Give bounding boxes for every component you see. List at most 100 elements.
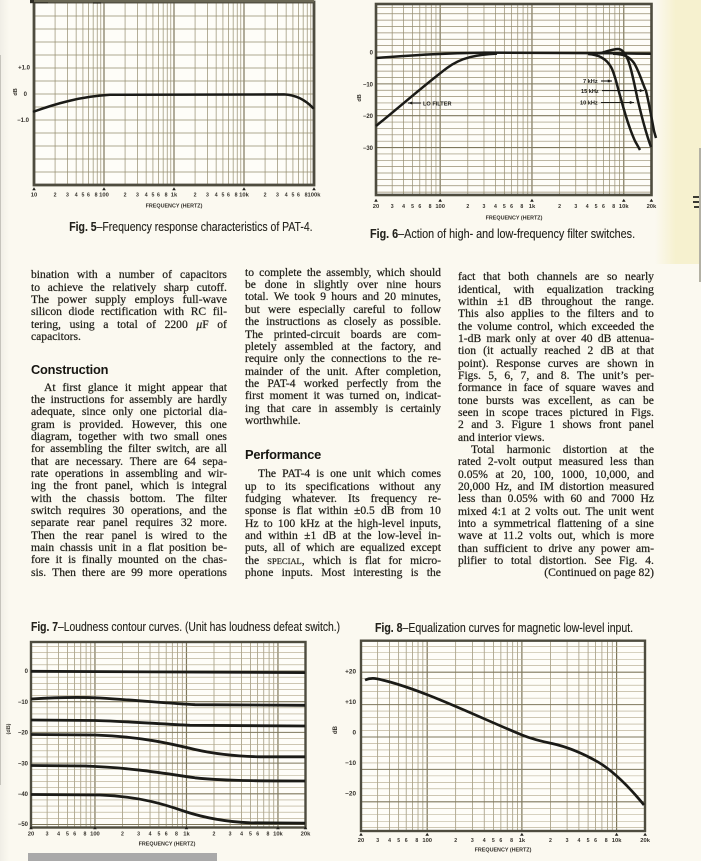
svg-text:2: 2 bbox=[466, 204, 469, 210]
svg-text:8: 8 bbox=[612, 204, 615, 210]
svg-text:−30: −30 bbox=[363, 146, 374, 152]
svg-text:−30: −30 bbox=[18, 761, 29, 767]
svg-text:5: 5 bbox=[411, 204, 414, 210]
svg-text:6: 6 bbox=[73, 832, 76, 838]
svg-text:5: 5 bbox=[249, 832, 252, 838]
svg-text:1k: 1k bbox=[529, 204, 536, 210]
svg-text:3: 3 bbox=[566, 838, 569, 844]
svg-text:5: 5 bbox=[397, 838, 400, 844]
svg-text:4: 4 bbox=[145, 193, 148, 199]
svg-text:100k: 100k bbox=[308, 193, 322, 199]
svg-text:4: 4 bbox=[494, 204, 497, 210]
svg-text:6: 6 bbox=[594, 838, 597, 844]
svg-text:4: 4 bbox=[215, 193, 218, 199]
svg-text:20: 20 bbox=[358, 838, 364, 844]
svg-text:5: 5 bbox=[151, 193, 154, 199]
svg-text:0: 0 bbox=[24, 92, 28, 98]
svg-text:−10: −10 bbox=[363, 82, 374, 88]
svg-text:2: 2 bbox=[54, 193, 57, 199]
svg-text:+20: +20 bbox=[345, 669, 356, 676]
svg-text:4: 4 bbox=[240, 832, 243, 838]
svg-text:8: 8 bbox=[175, 832, 178, 838]
svg-text:LO FILTER: LO FILTER bbox=[423, 102, 451, 108]
svg-text:8: 8 bbox=[235, 193, 238, 199]
svg-text:10k: 10k bbox=[612, 838, 622, 844]
svg-text:5: 5 bbox=[595, 204, 598, 210]
svg-text:8: 8 bbox=[95, 193, 98, 199]
svg-text:7 kHz: 7 kHz bbox=[583, 79, 598, 85]
svg-text:dB: dB bbox=[13, 88, 19, 95]
svg-text:8: 8 bbox=[165, 193, 168, 199]
svg-text:2: 2 bbox=[264, 193, 267, 199]
svg-text:3: 3 bbox=[46, 832, 49, 838]
svg-text:3: 3 bbox=[137, 832, 140, 838]
svg-text:6: 6 bbox=[256, 832, 259, 838]
svg-text:+1.0: +1.0 bbox=[18, 66, 31, 72]
svg-text:3: 3 bbox=[66, 193, 69, 199]
svg-text:FREQUENCY (HERTZ): FREQUENCY (HERTZ) bbox=[475, 848, 532, 854]
svg-text:6: 6 bbox=[602, 204, 605, 210]
svg-text:1k: 1k bbox=[519, 838, 526, 844]
svg-text:3: 3 bbox=[483, 204, 486, 210]
svg-text:5: 5 bbox=[587, 838, 590, 844]
svg-text:2: 2 bbox=[121, 832, 124, 838]
svg-text:3: 3 bbox=[376, 838, 379, 844]
svg-text:8: 8 bbox=[510, 838, 513, 844]
svg-text:3: 3 bbox=[471, 838, 474, 844]
svg-text:0: 0 bbox=[370, 51, 374, 57]
svg-text:2: 2 bbox=[454, 838, 457, 844]
svg-text:8: 8 bbox=[520, 204, 523, 210]
svg-text:4: 4 bbox=[75, 193, 78, 199]
svg-text:4: 4 bbox=[483, 838, 486, 844]
svg-text:8: 8 bbox=[415, 838, 418, 844]
svg-text:(dB): (dB) bbox=[6, 723, 12, 734]
svg-text:5: 5 bbox=[221, 193, 224, 199]
svg-text:6: 6 bbox=[510, 204, 513, 210]
svg-text:5: 5 bbox=[503, 204, 506, 210]
svg-text:4: 4 bbox=[285, 193, 288, 199]
svg-text:FREQUENCY (HERTZ): FREQUENCY (HERTZ) bbox=[139, 842, 196, 848]
svg-text:8: 8 bbox=[605, 838, 608, 844]
svg-text:5: 5 bbox=[81, 193, 84, 199]
svg-text:4: 4 bbox=[57, 832, 60, 838]
svg-text:2: 2 bbox=[549, 838, 552, 844]
svg-text:5: 5 bbox=[492, 838, 495, 844]
svg-text:3: 3 bbox=[136, 193, 139, 199]
svg-text:20: 20 bbox=[28, 832, 34, 838]
svg-text:−20: −20 bbox=[345, 791, 356, 798]
svg-text:0: 0 bbox=[352, 730, 356, 737]
svg-text:3: 3 bbox=[391, 204, 394, 210]
svg-text:2: 2 bbox=[558, 204, 561, 210]
svg-text:6: 6 bbox=[227, 193, 230, 199]
svg-text:3: 3 bbox=[206, 193, 209, 199]
svg-text:2: 2 bbox=[213, 832, 216, 838]
svg-text:4: 4 bbox=[149, 832, 152, 838]
svg-text:4: 4 bbox=[402, 204, 405, 210]
svg-text:1k: 1k bbox=[183, 832, 190, 838]
svg-text:dB: dB bbox=[333, 725, 339, 734]
svg-text:4: 4 bbox=[388, 838, 391, 844]
svg-text:3: 3 bbox=[574, 204, 577, 210]
svg-text:−20: −20 bbox=[18, 731, 29, 737]
svg-text:4: 4 bbox=[577, 838, 580, 844]
svg-text:8: 8 bbox=[305, 193, 308, 199]
svg-text:5: 5 bbox=[291, 193, 294, 199]
svg-text:10k: 10k bbox=[619, 204, 629, 210]
svg-text:−20: −20 bbox=[363, 114, 374, 120]
svg-text:100: 100 bbox=[90, 832, 100, 838]
svg-text:6: 6 bbox=[297, 193, 300, 199]
svg-text:100: 100 bbox=[99, 193, 109, 199]
svg-text:20k: 20k bbox=[647, 204, 657, 210]
svg-text:8: 8 bbox=[266, 832, 269, 838]
svg-text:+10: +10 bbox=[345, 699, 356, 706]
svg-text:5: 5 bbox=[157, 832, 160, 838]
svg-text:0: 0 bbox=[25, 669, 29, 675]
svg-text:6: 6 bbox=[165, 832, 168, 838]
svg-text:−40: −40 bbox=[18, 792, 29, 798]
svg-text:100: 100 bbox=[422, 838, 432, 844]
svg-text:5: 5 bbox=[66, 832, 69, 838]
svg-text:6: 6 bbox=[405, 838, 408, 844]
svg-text:4: 4 bbox=[586, 204, 589, 210]
svg-text:20k: 20k bbox=[640, 838, 650, 844]
svg-text:FREQUENCY (HERTZ): FREQUENCY (HERTZ) bbox=[486, 216, 543, 222]
